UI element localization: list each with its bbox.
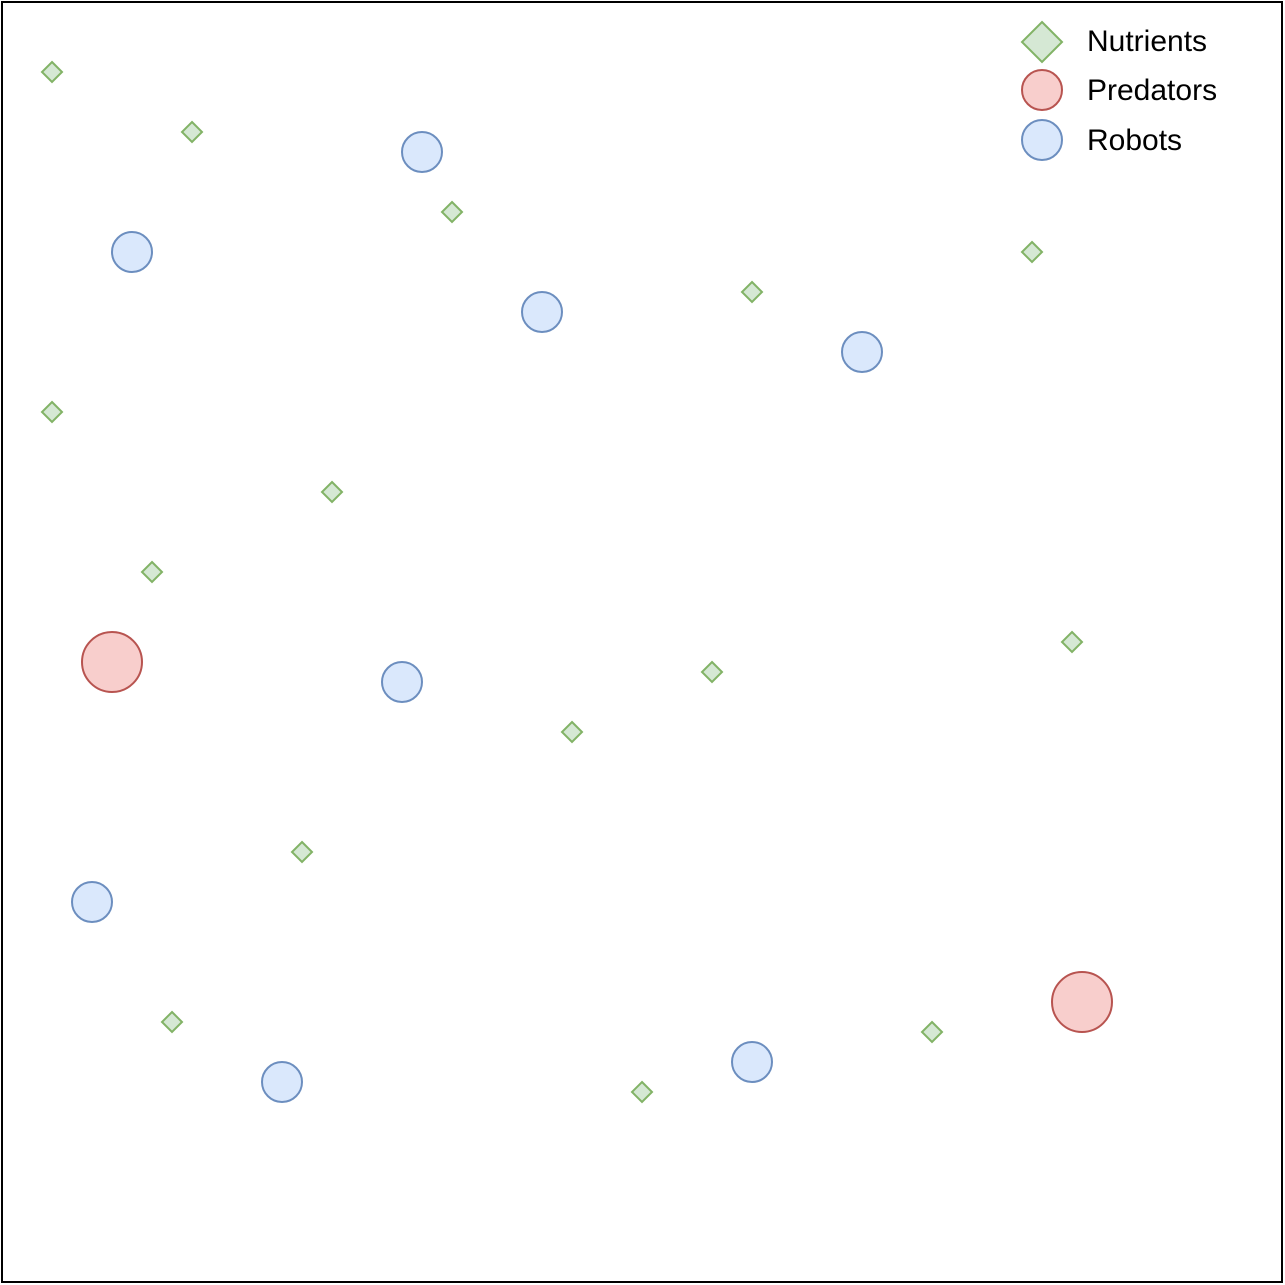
nutrient-marker — [1020, 240, 1044, 264]
nutrient-marker — [290, 840, 314, 864]
nutrient-marker — [320, 480, 344, 504]
nutrient-marker — [560, 720, 584, 744]
legend-robots-label: Robots — [1087, 124, 1182, 157]
robots-layer — [71, 131, 883, 1103]
robot-marker — [401, 131, 443, 173]
robot-marker — [111, 231, 153, 273]
nutrient-marker — [1060, 630, 1084, 654]
robot-marker — [521, 291, 563, 333]
robot-marker — [261, 1061, 303, 1103]
legend: Nutrients Predators Robots — [1020, 20, 1217, 161]
nutrient-marker — [180, 120, 204, 144]
robot-marker — [381, 661, 423, 703]
nutrient-marker — [40, 60, 64, 84]
nutrient-marker — [40, 400, 64, 424]
predator-marker — [81, 631, 143, 693]
predator-marker — [1051, 971, 1113, 1033]
nutrient-marker — [630, 1080, 654, 1104]
nutrient-marker — [140, 560, 164, 584]
nutrients-layer — [40, 60, 1084, 1104]
nutrient-marker — [160, 1010, 184, 1034]
robot-marker — [71, 881, 113, 923]
nutrient-marker — [700, 660, 724, 684]
nutrient-marker — [740, 280, 764, 304]
legend-nutrients-label: Nutrients — [1087, 25, 1207, 58]
robot-marker — [731, 1041, 773, 1083]
predators-layer — [81, 631, 1113, 1033]
nutrient-marker — [920, 1020, 944, 1044]
robot-marker — [841, 331, 883, 373]
nutrient-marker — [440, 200, 464, 224]
legend-nutrient-marker — [1020, 20, 1064, 64]
legend-predator-marker — [1021, 69, 1063, 111]
legend-robot-marker — [1021, 119, 1063, 161]
legend-predators-label: Predators — [1087, 74, 1217, 107]
